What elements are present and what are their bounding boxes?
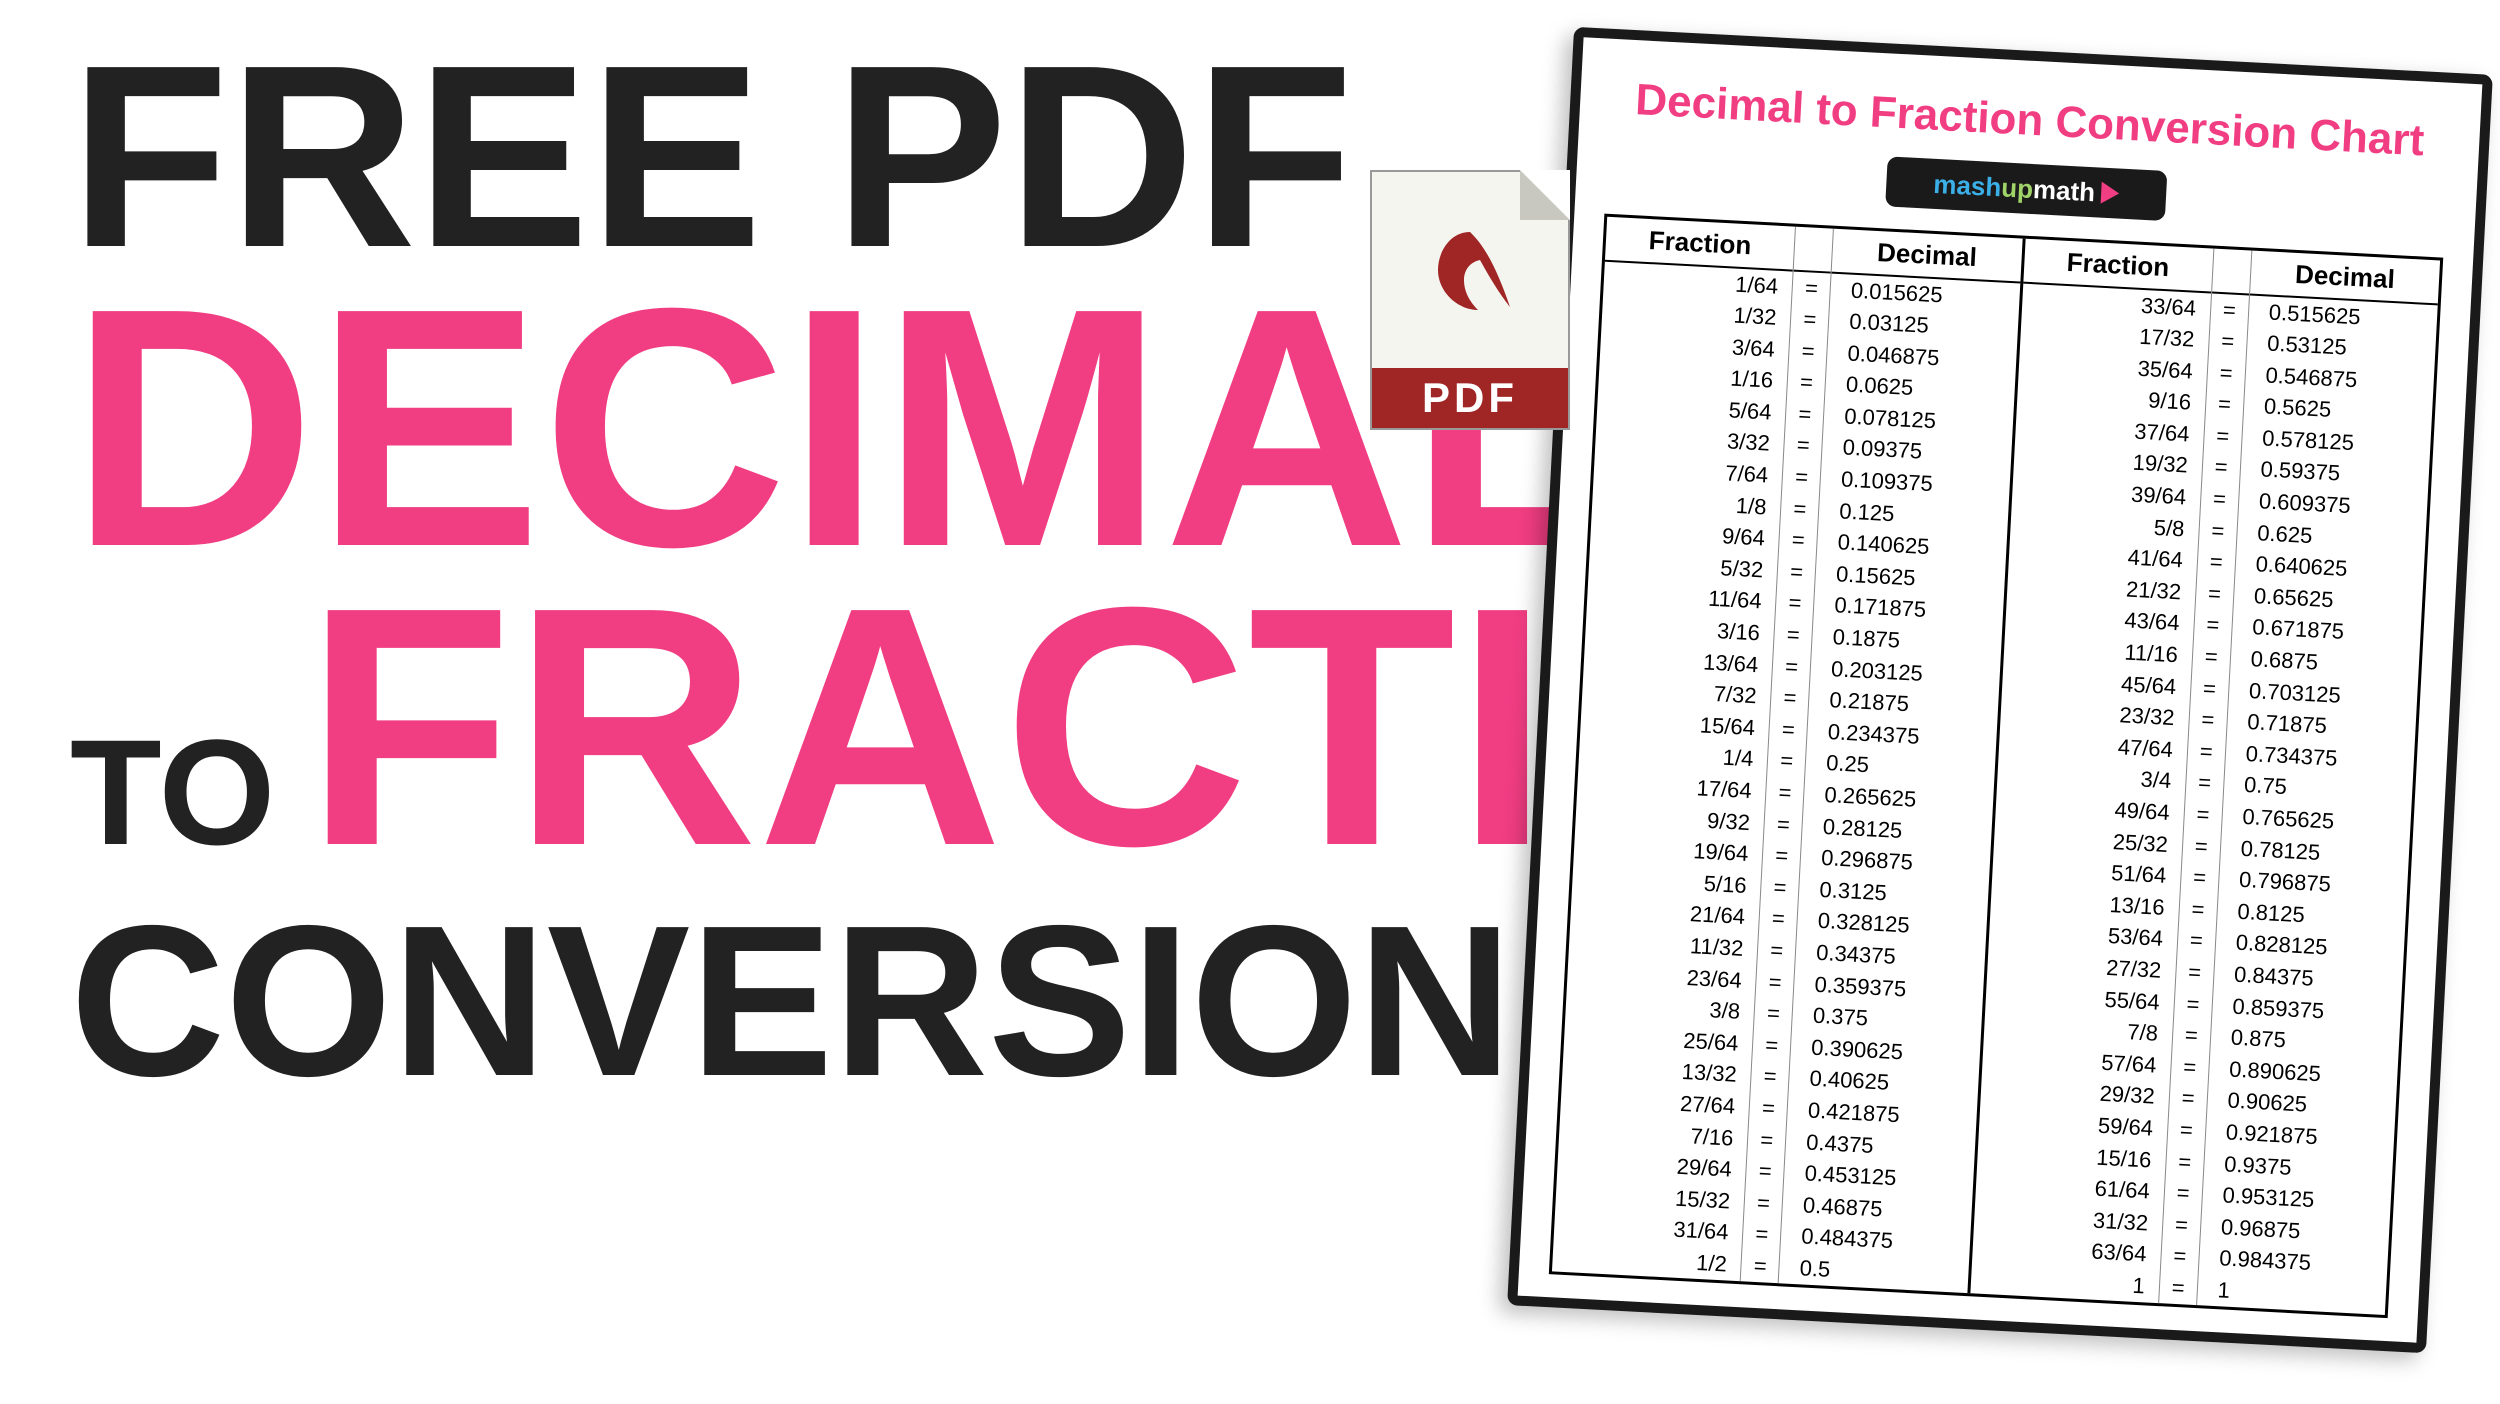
table-cell: = [2170,1051,2209,1084]
table-cell: = [2179,893,2218,926]
logo-part-mash: mash [1933,168,2002,203]
table-cell: = [1769,713,1808,746]
table-right-group: Fraction 33/6417/3235/649/1637/6419/3239… [1970,239,2440,1315]
table-cell: = [2169,1082,2208,1115]
header-equals-left [1794,227,1833,274]
table-cell: = [1792,272,1831,305]
table-cell: = [1754,997,1793,1030]
table-cell: = [1776,587,1815,620]
table-cell: = [1753,1029,1792,1062]
pdf-paper: PDF [1370,170,1570,430]
table-cell: = [1786,398,1825,431]
table-cell: = [2210,294,2249,327]
table-cell: = [2165,1145,2204,1178]
table-cell: = [2175,956,2214,989]
table-cell: = [1743,1218,1782,1251]
table-cell: = [2204,420,2243,453]
table-cell: = [1751,1060,1790,1093]
table-cell: = [2180,861,2219,894]
table-cell: = [1774,619,1813,652]
headline-to: TO [70,706,275,879]
logo-play-icon [2101,182,2120,205]
table-cell: = [1759,903,1798,936]
table-cell: = [1764,808,1803,841]
table-cell: = [2161,1240,2200,1273]
conversion-chart-sheet: Decimal to Fraction Conversion Chart mas… [1507,27,2493,1353]
table-cell: = [2184,798,2223,831]
table-cell: = [1767,745,1806,778]
table-cell: = [2187,735,2226,768]
table-cell: = [2185,767,2224,800]
logo-part-math: math [2032,174,2096,208]
table-cell: = [2189,704,2228,737]
table-cell: = [2162,1209,2201,1242]
table-cell: = [1782,461,1821,494]
table-cell: = [2177,925,2216,958]
table-cell: = [1757,934,1796,967]
table-cell: = [2195,577,2234,610]
table-cell: = [1784,429,1823,462]
pdf-fold-corner [1520,170,1570,220]
table-cell: = [2190,672,2229,705]
table-cell: = [1744,1187,1783,1220]
table-cell: = [2202,451,2241,484]
adobe-swoosh-icon [1420,222,1520,322]
table-cell: = [2182,830,2221,863]
table-cell: = [1762,840,1801,873]
table-cell: = [2167,1114,2206,1147]
logo-part-up: up [2001,172,2034,205]
table-cell: = [1791,303,1830,336]
table-cell: = [1789,335,1828,368]
table-cell: = [2205,388,2244,421]
table-cell: = [2164,1177,2203,1210]
table-cell: = [2199,514,2238,547]
pdf-label: PDF [1372,368,1568,428]
table-cell: = [1781,492,1820,525]
table-cell: = [1741,1250,1780,1283]
conversion-table: Fraction 1/641/323/641/165/643/327/641/8… [1549,214,2443,1319]
table-cell: = [2172,1019,2211,1052]
mashupmath-logo: mash up math [1885,156,2167,221]
table-cell: = [1787,366,1826,399]
table-cell: = [2207,357,2246,390]
table-cell: = [1746,1155,1785,1188]
table-cell: = [1779,524,1818,557]
table-cell: = [2208,325,2247,358]
sheet-title: Decimal to Fraction Conversion Chart [1609,74,2450,168]
table-cell: = [1749,1092,1788,1125]
table-cell: = [2159,1272,2198,1305]
pdf-file-icon: PDF [1370,170,1570,430]
table-cell: = [1772,650,1811,683]
table-cell: = [1761,871,1800,904]
table-cell: = [1771,682,1810,715]
table-cell: = [2192,641,2231,674]
table-cell: = [1748,1124,1787,1157]
table-cell: = [1756,966,1795,999]
header-equals-right [2212,249,2251,296]
table-cell: = [1766,776,1805,809]
table-left-group: Fraction 1/641/323/641/165/643/327/641/8… [1552,217,2025,1293]
table-cell: = [1777,556,1816,589]
table-cell: = [2174,988,2213,1021]
table-cell: = [2200,483,2239,516]
table-cell: = [2194,609,2233,642]
table-cell: = [2197,546,2236,579]
